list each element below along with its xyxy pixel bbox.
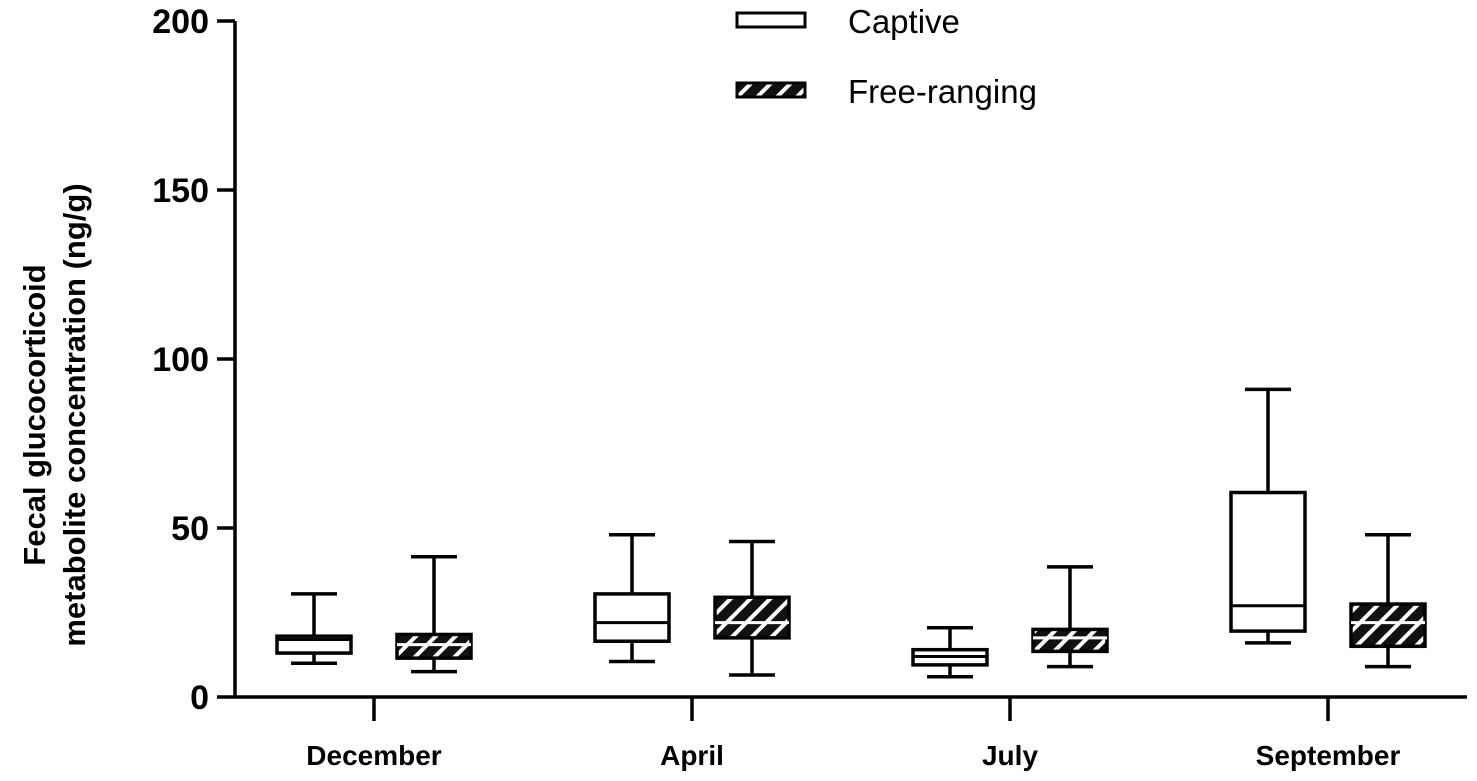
legend: Captive Free-ranging (735, 3, 1037, 110)
legend-swatch-free-ranging (735, 81, 807, 99)
y-axis-label-line-1: Fecal glucocorticoid (17, 264, 52, 565)
box-captive-september (1229, 387, 1307, 645)
legend-label-captive: Captive (848, 3, 960, 40)
box-free-ranging-july (1031, 565, 1109, 669)
y-tick-label: 50 (171, 510, 209, 548)
box-captive-april (593, 533, 671, 664)
x-tick-label: July (982, 740, 1038, 771)
y-tick-label: 200 (152, 3, 209, 41)
y-axis-label: Fecal glucocorticoid metabolite concentr… (17, 183, 92, 646)
legend-label-free-ranging: Free-ranging (848, 73, 1037, 110)
iqr-box (395, 632, 473, 660)
y-tick-label: 100 (152, 341, 209, 379)
box-free-ranging-december (395, 554, 473, 674)
x-tick-label: December (306, 740, 442, 771)
iqr-box (1031, 627, 1109, 654)
y-axis: 0 50 100 150 200 (152, 3, 237, 717)
x-tick-label: April (660, 740, 724, 771)
box-series (275, 387, 1427, 679)
box-free-ranging-september (1349, 533, 1427, 669)
iqr-box (1229, 490, 1307, 633)
x-axis: December April July September (235, 695, 1467, 771)
box-captive-december (275, 592, 353, 665)
legend-swatch-captive (735, 11, 807, 29)
y-tick-label: 0 (190, 679, 209, 717)
y-tick-label: 150 (152, 172, 209, 210)
iqr-box (1349, 602, 1427, 649)
iqr-box (593, 592, 671, 643)
x-tick-label: September (1256, 740, 1401, 771)
y-axis-label-line-2: metabolite concentration (ng/g) (57, 183, 92, 646)
iqr-box (713, 595, 791, 640)
box-captive-july (911, 625, 989, 679)
box-free-ranging-april (713, 539, 791, 677)
